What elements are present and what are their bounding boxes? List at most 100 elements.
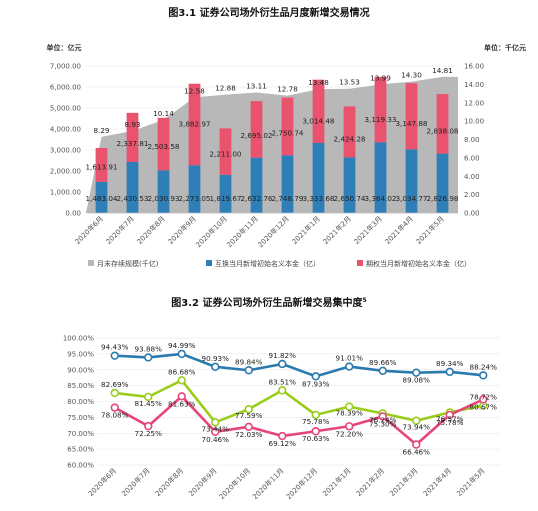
swap-data-label: 3,333.68: [302, 194, 334, 203]
x-tick-label: 2020年8月: [135, 214, 167, 246]
y-tick-label: 95.00%: [67, 350, 94, 358]
area-data-label: 12.88: [215, 84, 236, 93]
y-tick-label: 85.00%: [67, 382, 94, 390]
y-left-tick-label: 1,000.00: [50, 189, 81, 197]
chart2-title: 图3.2 证券公司场外衍生品新增交易集中度5: [171, 296, 366, 309]
y-right-tick-label: 10.00: [464, 118, 484, 126]
line-point: [177, 349, 186, 359]
y-left-tick-label: 6,000.00: [50, 84, 81, 92]
option-data-label: 2,424.28: [333, 135, 365, 144]
line-data-label: 89.08%: [403, 376, 431, 385]
bar-option: [374, 76, 387, 143]
swap-data-label: 2,430.53: [116, 194, 148, 203]
line-data-label: 94.99%: [168, 341, 196, 350]
x-tick-label: 2020年7月: [120, 466, 152, 498]
line-data-label: 91.01%: [336, 354, 364, 363]
bar-swap: [157, 170, 170, 213]
bar-swap: [219, 174, 232, 213]
line-data-label: 77.59%: [235, 411, 263, 420]
y-left-tick-label: 5,000.00: [50, 105, 81, 113]
option-data-label: 2,211.00: [209, 149, 241, 158]
line-data-label: 89.84%: [235, 357, 263, 366]
line-data-label: 78.72%: [470, 393, 498, 402]
chart2-title-text: 图3.2 证券公司场外衍生品新增交易集中度: [171, 296, 363, 309]
option-data-label: 2,337.81: [116, 139, 148, 148]
line-data-label: 82.69%: [101, 380, 129, 389]
bar-swap: [188, 165, 201, 213]
bar-option: [157, 117, 170, 171]
x-tick-label: 2020年8月: [153, 466, 185, 498]
x-tick-label: 2020年7月: [104, 214, 136, 246]
line-point: [278, 386, 287, 395]
bar-swap: [405, 149, 418, 213]
line-series-2: [114, 378, 484, 424]
x-tick-label: 2020年10月: [217, 466, 252, 501]
line-point: [311, 372, 320, 381]
area-data-label: 12.78: [277, 85, 298, 94]
bar-swap: [126, 161, 139, 213]
y-left-tick-label: 0.00: [65, 210, 81, 218]
bar-option: [312, 79, 325, 143]
bar-option: [436, 94, 449, 154]
line-point: [445, 367, 454, 377]
area-data-label: 13.11: [246, 82, 267, 91]
legend-label: 互换当月新增初始名义本金（亿）: [215, 259, 320, 268]
y-tick-label: 60.00%: [67, 462, 94, 470]
legend-swatch: [88, 260, 94, 266]
y-left-tick-label: 7,000.00: [50, 63, 81, 71]
option-data-label: 3,119.33: [364, 115, 396, 124]
swap-data-label: 2,030.93: [147, 194, 179, 203]
bar-option: [405, 83, 418, 150]
x-tick-label: 2020年11月: [250, 466, 285, 501]
bar-swap: [250, 157, 263, 213]
x-tick-label: 2021年1月: [290, 214, 322, 246]
line-series-3: [114, 395, 484, 446]
line-data-label: 83.51%: [269, 377, 297, 386]
option-data-label: 2,838.08: [426, 126, 458, 135]
area-data-label: 10.14: [153, 109, 174, 118]
legend-label: 期权当月新增初始名义本金（亿）: [366, 259, 471, 268]
line-point: [244, 404, 253, 414]
y-right-tick-label: 6.00: [464, 154, 480, 162]
line-data-label: 88.24%: [470, 362, 498, 371]
line-point: [211, 362, 220, 371]
x-tick-label: 2021年4月: [383, 214, 415, 246]
line-point: [345, 402, 354, 411]
line-data-label: 75.78%: [302, 417, 330, 426]
x-tick-label: 2020年12月: [256, 214, 291, 249]
swap-data-label: 2,826.98: [426, 194, 458, 203]
line-data-label: 90.93%: [202, 354, 230, 363]
line-point: [177, 392, 186, 401]
line-data-label: 81.45%: [135, 399, 163, 408]
x-tick-label: 2020年11月: [225, 214, 260, 249]
line-point: [110, 388, 119, 398]
line-data-label: 70.46%: [202, 435, 230, 444]
line-data-label: 72.20%: [336, 429, 364, 438]
y-left-tick-label: 2,000.00: [50, 168, 81, 176]
line-point: [445, 410, 454, 420]
line-point: [144, 392, 153, 402]
line-point: [378, 366, 387, 376]
line-data-label: 75.78%: [436, 418, 464, 427]
area-data-label: 12.58: [184, 86, 205, 95]
y-tick-label: 90.00%: [67, 366, 94, 374]
option-data-label: 3,882.97: [178, 119, 210, 128]
bar-option: [95, 147, 108, 182]
x-tick-label: 2021年3月: [352, 214, 384, 246]
y-tick-label: 100.00%: [63, 335, 94, 343]
line-point: [345, 362, 354, 371]
x-tick-label: 2020年6月: [73, 214, 105, 246]
chart1-title: 图3.1 证券公司场外衍生品月度新增交易情况: [168, 6, 369, 19]
x-tick-label: 2020年6月: [86, 466, 118, 498]
chart1-left-unit: 单位：亿元: [47, 43, 82, 52]
x-tick-label: 2021年4月: [421, 466, 453, 498]
legend-label: 月末存续规模(千亿): [97, 259, 159, 268]
area-data-label: 13.53: [339, 78, 360, 87]
bar-swap: [281, 155, 294, 213]
y-right-tick-label: 16.00: [464, 63, 484, 71]
swap-data-label: 2,748.79: [271, 194, 303, 203]
line-data-label: 93.88%: [135, 344, 163, 353]
line-point: [479, 395, 488, 404]
line-point: [412, 416, 421, 425]
option-data-label: 2,503.58: [147, 142, 179, 151]
